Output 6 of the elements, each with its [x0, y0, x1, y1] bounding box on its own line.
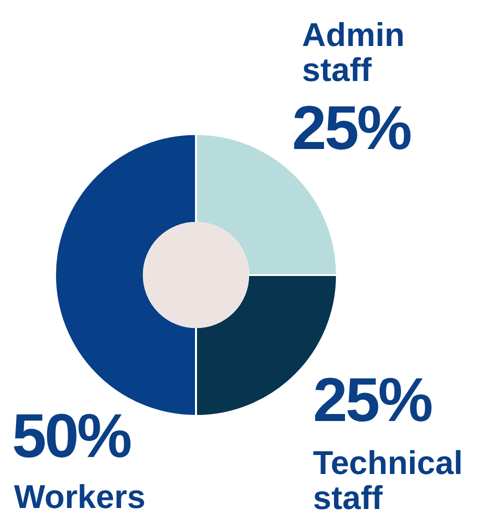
- data-label: 25%: [292, 94, 410, 163]
- data-label: 25%: [313, 366, 432, 435]
- slice-label: Workers: [14, 478, 146, 515]
- slice-label: Admin staff: [302, 16, 406, 88]
- slice-label: Technical staff: [313, 444, 464, 516]
- data-label: 50%: [12, 402, 130, 471]
